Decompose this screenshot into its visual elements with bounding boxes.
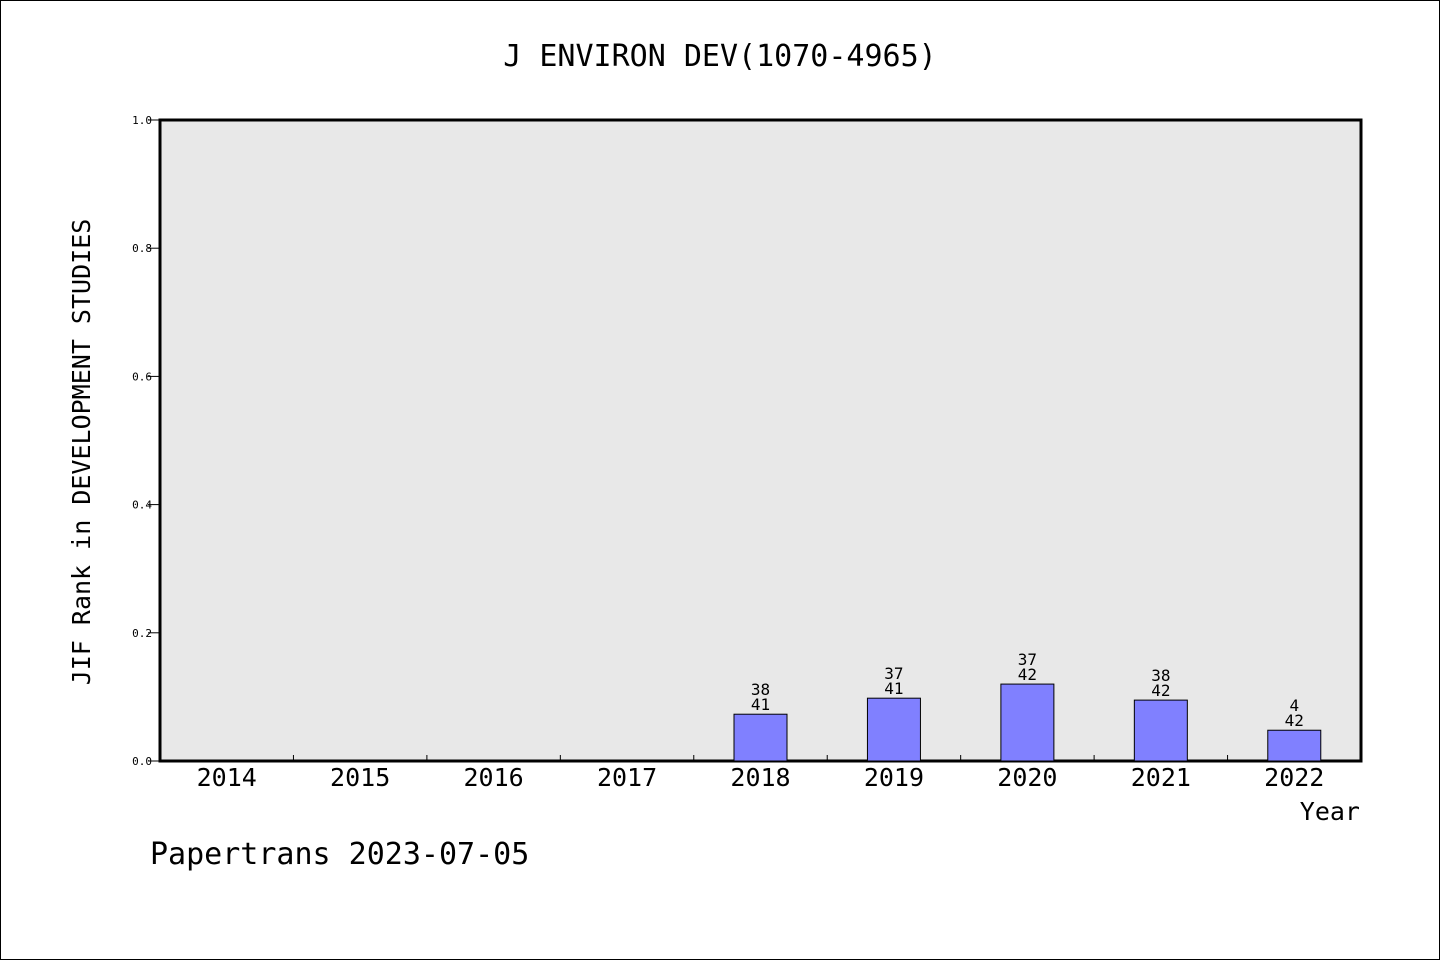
footer-credit: Papertrans 2023-07-05 [150,837,529,872]
x-tick-label: 2022 [1264,763,1324,792]
x-axis: 2014 2015 2016 2017 2018 2019 2020 2021 2022 [197,755,1324,792]
bar-label-total: 41 [751,695,770,714]
x-tick-label: 2014 [197,763,257,792]
y-tick-label: 0.2 [132,627,152,640]
bar-label-total: 41 [884,679,903,698]
x-tick-label: 2020 [997,763,1057,792]
x-tick-label: 2017 [597,763,657,792]
y-axis: 0.0 0.2 0.4 0.6 0.8 1.0 [132,114,160,768]
bar-label-rank: 37 [884,664,903,683]
bar-label-total: 42 [1285,711,1304,730]
y-tick-label: 0.0 [132,755,152,768]
bar [866,697,921,762]
bar [1267,729,1322,762]
plot-area [158,118,1363,763]
bar [1133,699,1188,762]
y-tick-label: 0.4 [132,499,152,512]
bar-label-rank: 38 [1151,666,1170,685]
x-tick-label: 2016 [464,763,524,792]
bar-label-rank: 4 [1289,696,1299,715]
y-tick-label: 1.0 [132,114,152,127]
x-tick-label: 2021 [1131,763,1191,792]
bar [1000,683,1055,762]
x-tick-label: 2015 [330,763,390,792]
x-tick-label: 2019 [864,763,924,792]
chart-title: J ENVIRON DEV(1070-4965) [503,39,936,74]
y-tick-label: 0.6 [132,370,152,383]
bar-label-rank: 37 [1018,650,1037,669]
x-tick-label: 2018 [730,763,790,792]
y-axis-label: JIF Rank in DEVELOPMENT STUDIES [67,219,96,686]
bar-label-total: 42 [1018,665,1037,684]
bar [733,713,788,762]
bar-label-total: 42 [1151,681,1170,700]
bar-label-rank: 38 [751,680,770,699]
x-axis-label: Year [1300,797,1360,826]
y-tick-label: 0.8 [132,242,152,255]
